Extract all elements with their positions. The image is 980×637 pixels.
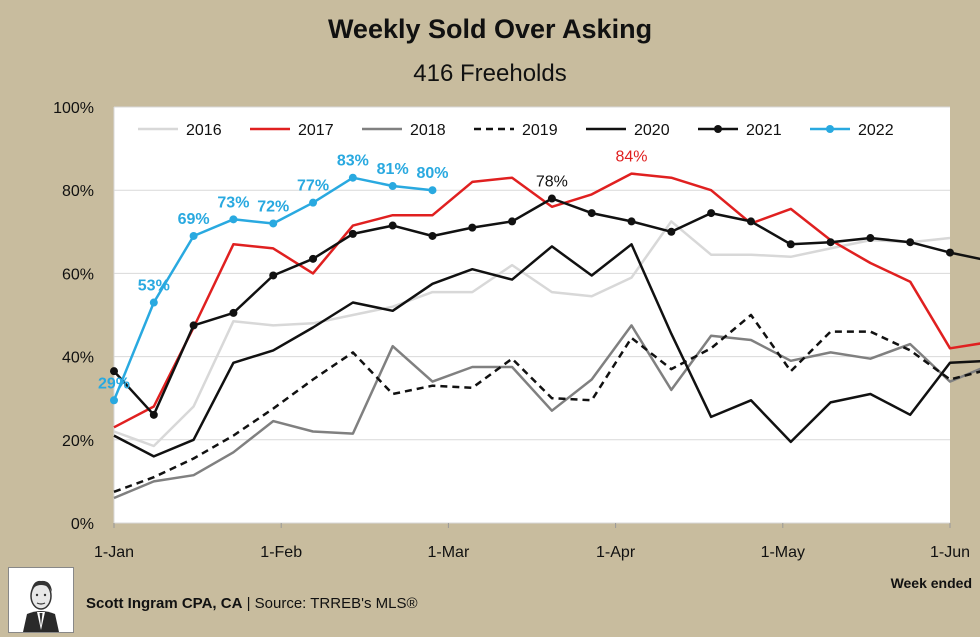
data-point-2022	[388, 182, 397, 191]
y-tick-label: 80%	[62, 183, 94, 200]
credit-separator: |	[246, 595, 251, 612]
data-point-2022	[110, 396, 118, 405]
data-point-2021	[866, 234, 875, 243]
x-tick-label: 1-Mar	[428, 544, 470, 561]
data-point-2021	[627, 217, 636, 226]
legend: 2016 2017 2018 2019 2020 2021 2022	[138, 122, 894, 139]
data-point-2021	[348, 229, 357, 238]
legend-label-2021: 2021	[746, 122, 782, 139]
chart-title: Weekly Sold Over Asking	[327, 14, 653, 44]
legend-label-2017: 2017	[298, 122, 334, 139]
series-line-2016	[113, 220, 951, 448]
x-axis-tick-labels: 1-Jan 1-Feb 1-Mar 1-Apr 1-May 1-Jun	[94, 523, 970, 561]
data-point-2021	[707, 209, 716, 218]
data-label: 81%	[377, 161, 409, 178]
series-line-2020	[113, 243, 980, 458]
x-tick-label: 1-Jan	[94, 544, 134, 561]
legend-label-2016: 2016	[186, 122, 222, 139]
series-line-2019	[113, 313, 980, 493]
data-point-2021	[946, 248, 954, 257]
author-name: Scott Ingram CPA, CA	[86, 595, 243, 612]
data-label: 77%	[297, 178, 329, 195]
source-text: Source: TRREB's MLS®	[254, 595, 418, 612]
data-label: 69%	[178, 211, 210, 228]
data-point-2021	[508, 217, 517, 226]
y-tick-label: 60%	[62, 266, 94, 283]
x-axis-label: Week ended	[890, 575, 972, 591]
y-axis-tick-labels: 0% 20% 40% 60% 80% 100%	[53, 100, 94, 533]
data-point-2021	[826, 238, 835, 247]
data-point-2021	[269, 271, 278, 280]
data-label: 78%	[536, 174, 568, 191]
data-point-2022	[149, 298, 158, 307]
series-line-2018	[113, 324, 980, 500]
legend-marker-2021	[714, 125, 722, 133]
data-point-2021	[110, 367, 118, 376]
data-point-2022	[309, 198, 318, 207]
series-line-2017	[113, 172, 980, 429]
data-label: 84%	[616, 149, 648, 166]
x-tick-label: 1-Feb	[260, 544, 302, 561]
data-labels: 29% 53% 69% 73% 72% 77% 83% 81% 80% 78% 84%	[98, 149, 648, 393]
x-tick-label: 1-Apr	[596, 544, 636, 561]
legend-label-2019: 2019	[522, 122, 558, 139]
data-point-2021	[428, 231, 437, 240]
data-point-2021	[786, 240, 795, 249]
author-portrait	[8, 567, 74, 633]
data-point-2021	[468, 223, 477, 232]
y-tick-label: 0%	[71, 516, 94, 533]
data-point-2021	[189, 321, 198, 330]
data-point-2021	[388, 221, 397, 230]
x-tick-label: 1-Jun	[930, 544, 970, 561]
data-point-2021	[667, 227, 676, 236]
credit-line: Scott Ingram CPA, CA | Source: TRREB's M…	[86, 595, 418, 612]
data-label: 72%	[257, 198, 289, 215]
data-label: 80%	[416, 165, 448, 182]
data-point-2021	[746, 217, 755, 226]
data-point-2021	[229, 308, 238, 317]
data-point-2021	[547, 194, 556, 203]
legend-marker-2022	[826, 125, 834, 133]
x-tick-label: 1-May	[761, 544, 805, 561]
data-point-2022	[189, 231, 198, 240]
legend-label-2022: 2022	[858, 122, 894, 139]
data-label: 83%	[337, 153, 369, 170]
data-point-2022	[348, 173, 357, 182]
data-point-2022	[269, 219, 278, 228]
data-point-2021	[309, 254, 318, 263]
y-tick-label: 20%	[62, 433, 94, 450]
data-point-2022	[428, 186, 437, 195]
data-point-2021	[587, 209, 596, 218]
plot-area	[114, 107, 950, 523]
data-point-2021	[906, 238, 915, 247]
chart-subtitle: 416 Freeholds	[413, 60, 567, 87]
data-label: 53%	[138, 278, 170, 295]
data-point-2021	[149, 410, 158, 419]
series-lines	[110, 172, 980, 500]
legend-label-2018: 2018	[410, 122, 446, 139]
y-tick-label: 100%	[53, 100, 94, 117]
y-tick-label: 40%	[62, 350, 94, 367]
data-label: 29%	[98, 375, 130, 392]
data-label: 73%	[217, 194, 249, 211]
legend-label-2020: 2020	[634, 122, 670, 139]
data-point-2022	[229, 215, 238, 224]
